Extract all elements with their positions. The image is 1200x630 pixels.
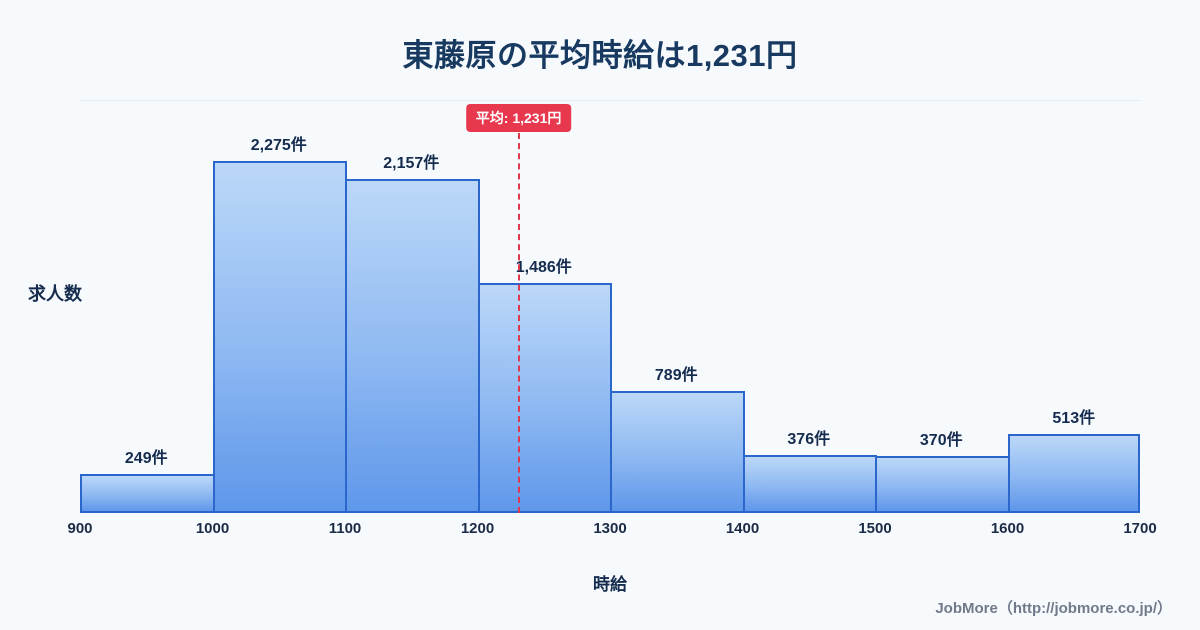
x-tick-label: 1600 xyxy=(990,520,1025,537)
y-axis-title: 求人数 xyxy=(28,284,82,304)
bar-value-label: 2,275件 xyxy=(250,136,307,154)
bar-value-label: 376件 xyxy=(787,430,831,448)
chart-title: 東藤原の平均時給は1,231円 xyxy=(402,38,798,73)
x-tick-label: 1100 xyxy=(328,520,362,537)
x-axis-title: 時給 xyxy=(593,575,627,594)
histogram-bar xyxy=(345,178,480,513)
histogram-bar xyxy=(80,474,215,513)
histogram-bar xyxy=(875,455,1010,513)
x-tick-label: 1300 xyxy=(593,520,627,537)
histogram-bar xyxy=(477,282,612,513)
average-badge: 平均: 1,231円 xyxy=(465,104,572,132)
bar-value-label: 249件 xyxy=(124,450,168,468)
bar-value-label: 513件 xyxy=(1052,409,1096,427)
histogram-bar xyxy=(1007,433,1140,513)
bar-value-label: 370件 xyxy=(919,431,963,449)
histogram-bar xyxy=(610,390,745,513)
x-tick-label: 1700 xyxy=(1123,520,1157,537)
histogram-bar xyxy=(212,160,347,513)
x-tick-label: 1500 xyxy=(858,520,892,537)
bar-value-label: 1,486件 xyxy=(515,258,572,276)
footer-credit: JobMore（http://jobmore.co.jp/） xyxy=(935,600,1172,617)
histogram-bar xyxy=(742,454,877,513)
bar-value-label: 2,157件 xyxy=(383,154,440,172)
bar-value-label: 789件 xyxy=(654,366,698,384)
plot-area: 平均: 1,231円 249件 2,275件 2,157件 1,486件 789件 376… xyxy=(80,100,1140,513)
x-tick-label: 1200 xyxy=(460,520,495,537)
x-tick-label: 900 xyxy=(67,520,93,537)
x-axis-ticks: 900 1000 1100 1200 1300 1400 1500 1600 1700 xyxy=(67,520,1156,542)
x-tick-label: 1400 xyxy=(725,520,760,537)
x-tick-label: 1000 xyxy=(195,520,230,537)
average-line xyxy=(517,133,520,513)
